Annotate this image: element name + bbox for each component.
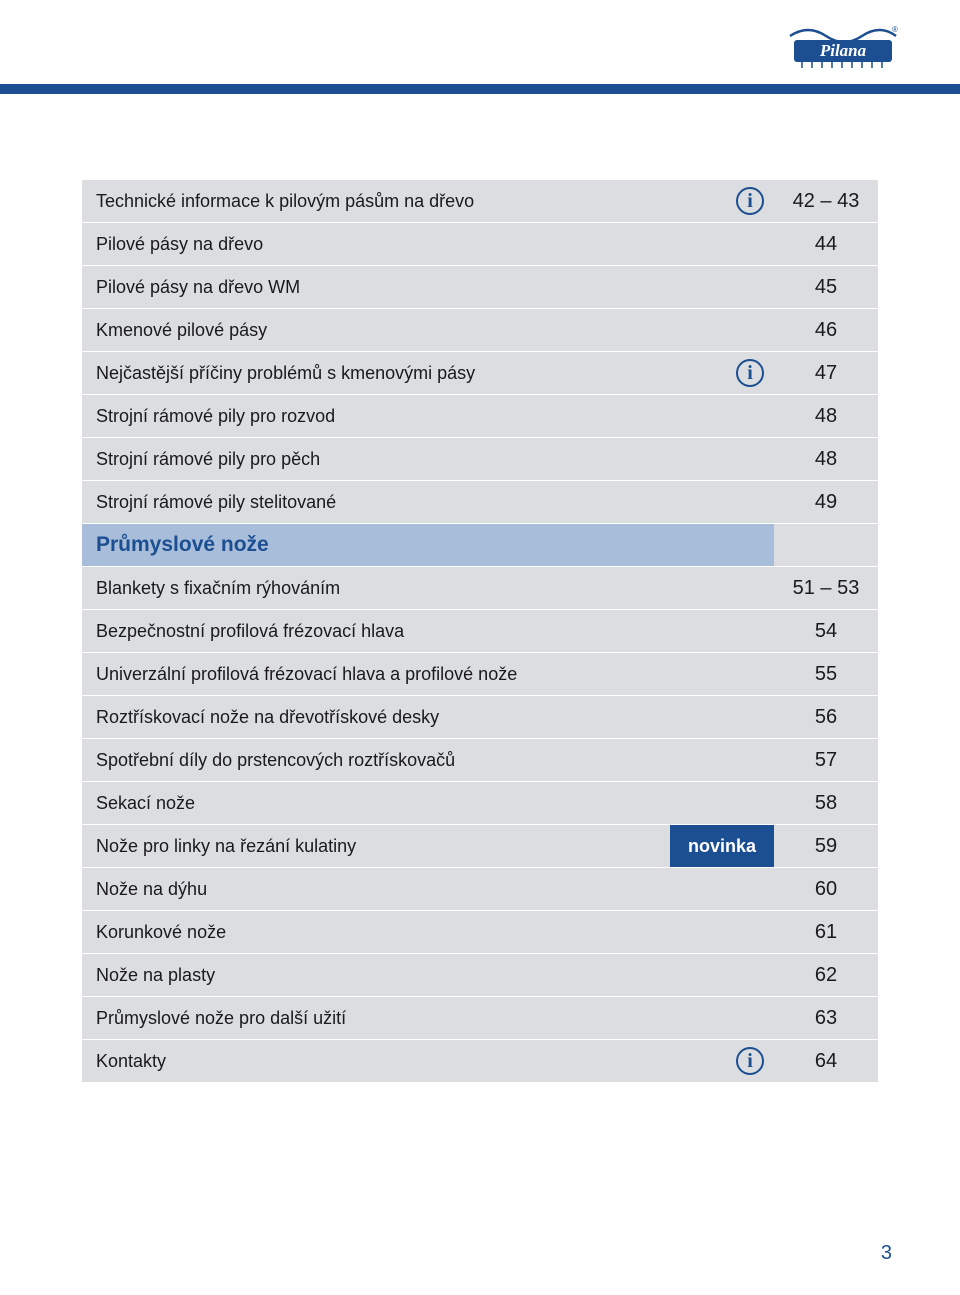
- toc-page-cell: 48: [774, 395, 878, 437]
- toc-label-cell: Nože na dýhu: [82, 868, 774, 910]
- toc-page-cell: 55: [774, 653, 878, 695]
- toc-label: Kontakty: [96, 1051, 166, 1072]
- new-badge: novinka: [670, 825, 774, 867]
- toc-row: Nože na plasty 62: [82, 954, 878, 997]
- toc-label: Strojní rámové pily pro rozvod: [96, 406, 335, 427]
- toc-label-cell: Nejčastější příčiny problémů s kmenovými…: [82, 352, 774, 394]
- toc-page-cell: 46: [774, 309, 878, 351]
- toc-row: Blankety s fixačním rýhováním 51 – 53: [82, 567, 878, 610]
- toc-label: Korunkové nože: [96, 922, 226, 943]
- toc-row: Průmyslové nože pro další užití 63: [82, 997, 878, 1040]
- toc-label-cell: Kmenové pilové pásy: [82, 309, 774, 351]
- toc-row: Kmenové pilové pásy 46: [82, 309, 878, 352]
- toc-label-cell: Roztřískovací nože na dřevotřískové desk…: [82, 696, 774, 738]
- toc-page-cell: 51 – 53: [774, 567, 878, 609]
- toc-label-cell: Průmyslové nože: [82, 524, 774, 566]
- toc-label: Průmyslové nože: [96, 533, 269, 557]
- toc-page-cell: 59: [774, 825, 878, 867]
- toc-label-cell: Pilové pásy na dřevo WM: [82, 266, 774, 308]
- toc-label: Kmenové pilové pásy: [96, 320, 267, 341]
- svg-text:Pilana: Pilana: [819, 41, 867, 60]
- toc-label-cell: Strojní rámové pily stelitované: [82, 481, 774, 523]
- toc-label-cell: Sekací nože: [82, 782, 774, 824]
- toc-row: Nože na dýhu 60: [82, 868, 878, 911]
- toc-page-cell: 44: [774, 223, 878, 265]
- toc-page-cell: 60: [774, 868, 878, 910]
- toc-row: Strojní rámové pily pro pěch 48: [82, 438, 878, 481]
- toc-label-cell: Spotřební díly do prstencových roztřísko…: [82, 739, 774, 781]
- toc-page-cell: 57: [774, 739, 878, 781]
- toc-row: Bezpečnostní profilová frézovací hlava 54: [82, 610, 878, 653]
- toc-label-cell: Kontakty i: [82, 1040, 774, 1082]
- toc-label-cell: Bezpečnostní profilová frézovací hlava: [82, 610, 774, 652]
- toc-label-cell: Nože na plasty: [82, 954, 774, 996]
- svg-text:®: ®: [892, 25, 898, 34]
- toc-label: Nože pro linky na řezání kulatiny: [96, 836, 356, 857]
- toc-page-cell: 58: [774, 782, 878, 824]
- toc-label: Pilové pásy na dřevo: [96, 234, 263, 255]
- toc-label: Roztřískovací nože na dřevotřískové desk…: [96, 707, 439, 728]
- toc-page-cell: 63: [774, 997, 878, 1039]
- info-icon: i: [736, 1047, 764, 1075]
- toc-page-cell: 45: [774, 266, 878, 308]
- toc-label: Technické informace k pilovým pásům na d…: [96, 191, 474, 212]
- toc-label: Průmyslové nože pro další užití: [96, 1008, 346, 1029]
- header-bar: [0, 84, 960, 94]
- toc-page-cell: 49: [774, 481, 878, 523]
- toc-row: Nejčastější příčiny problémů s kmenovými…: [82, 352, 878, 395]
- toc-row: Univerzální profilová frézovací hlava a …: [82, 653, 878, 696]
- brand-logo: Pilana ®: [788, 18, 898, 73]
- toc-label: Spotřební díly do prstencových roztřísko…: [96, 750, 455, 771]
- toc-label: Sekací nože: [96, 793, 195, 814]
- toc-label-cell: Strojní rámové pily pro pěch: [82, 438, 774, 480]
- toc-page-cell: 54: [774, 610, 878, 652]
- toc-label: Strojní rámové pily pro pěch: [96, 449, 320, 470]
- toc-label: Pilové pásy na dřevo WM: [96, 277, 300, 298]
- toc-row: Korunkové nože 61: [82, 911, 878, 954]
- toc-row: Pilové pásy na dřevo 44: [82, 223, 878, 266]
- toc-table: Technické informace k pilovým pásům na d…: [82, 180, 878, 1083]
- toc-row: Technické informace k pilovým pásům na d…: [82, 180, 878, 223]
- toc-page-cell: 42 – 43: [774, 180, 878, 222]
- toc-page-cell: 61: [774, 911, 878, 953]
- toc-label: Nejčastější příčiny problémů s kmenovými…: [96, 363, 475, 384]
- toc-label-cell: Korunkové nože: [82, 911, 774, 953]
- toc-page-cell: 62: [774, 954, 878, 996]
- toc-row: Pilové pásy na dřevo WM 45: [82, 266, 878, 309]
- toc-page-cell: 56: [774, 696, 878, 738]
- toc-label: Nože na dýhu: [96, 879, 207, 900]
- toc-label-cell: Průmyslové nože pro další užití: [82, 997, 774, 1039]
- info-icon: i: [736, 187, 764, 215]
- toc-page-cell: 47: [774, 352, 878, 394]
- toc-label: Nože na plasty: [96, 965, 215, 986]
- toc-section-header: Průmyslové nože: [82, 524, 878, 567]
- toc-row: Nože pro linky na řezání kulatiny novinka…: [82, 825, 878, 868]
- toc-label-cell: Nože pro linky na řezání kulatiny novinka: [82, 825, 774, 867]
- toc-row: Strojní rámové pily pro rozvod 48: [82, 395, 878, 438]
- page-number: 3: [881, 1242, 892, 1265]
- toc-label-cell: Univerzální profilová frézovací hlava a …: [82, 653, 774, 695]
- toc-page-cell: 64: [774, 1040, 878, 1082]
- toc-label: Blankety s fixačním rýhováním: [96, 578, 340, 599]
- toc-label: Bezpečnostní profilová frézovací hlava: [96, 621, 404, 642]
- toc-label-cell: Pilové pásy na dřevo: [82, 223, 774, 265]
- toc-row: Sekací nože 58: [82, 782, 878, 825]
- toc-row: Roztřískovací nože na dřevotřískové desk…: [82, 696, 878, 739]
- toc-label: Univerzální profilová frézovací hlava a …: [96, 664, 517, 685]
- toc-row: Kontakty i 64: [82, 1040, 878, 1083]
- toc-label-cell: Strojní rámové pily pro rozvod: [82, 395, 774, 437]
- info-icon: i: [736, 359, 764, 387]
- toc-label: Strojní rámové pily stelitované: [96, 492, 336, 513]
- toc-page-cell: 48: [774, 438, 878, 480]
- toc-label-cell: Blankety s fixačním rýhováním: [82, 567, 774, 609]
- toc-label-cell: Technické informace k pilovým pásům na d…: [82, 180, 774, 222]
- toc-row: Spotřební díly do prstencových roztřísko…: [82, 739, 878, 782]
- toc-page-cell: [774, 524, 878, 566]
- toc-row: Strojní rámové pily stelitované 49: [82, 481, 878, 524]
